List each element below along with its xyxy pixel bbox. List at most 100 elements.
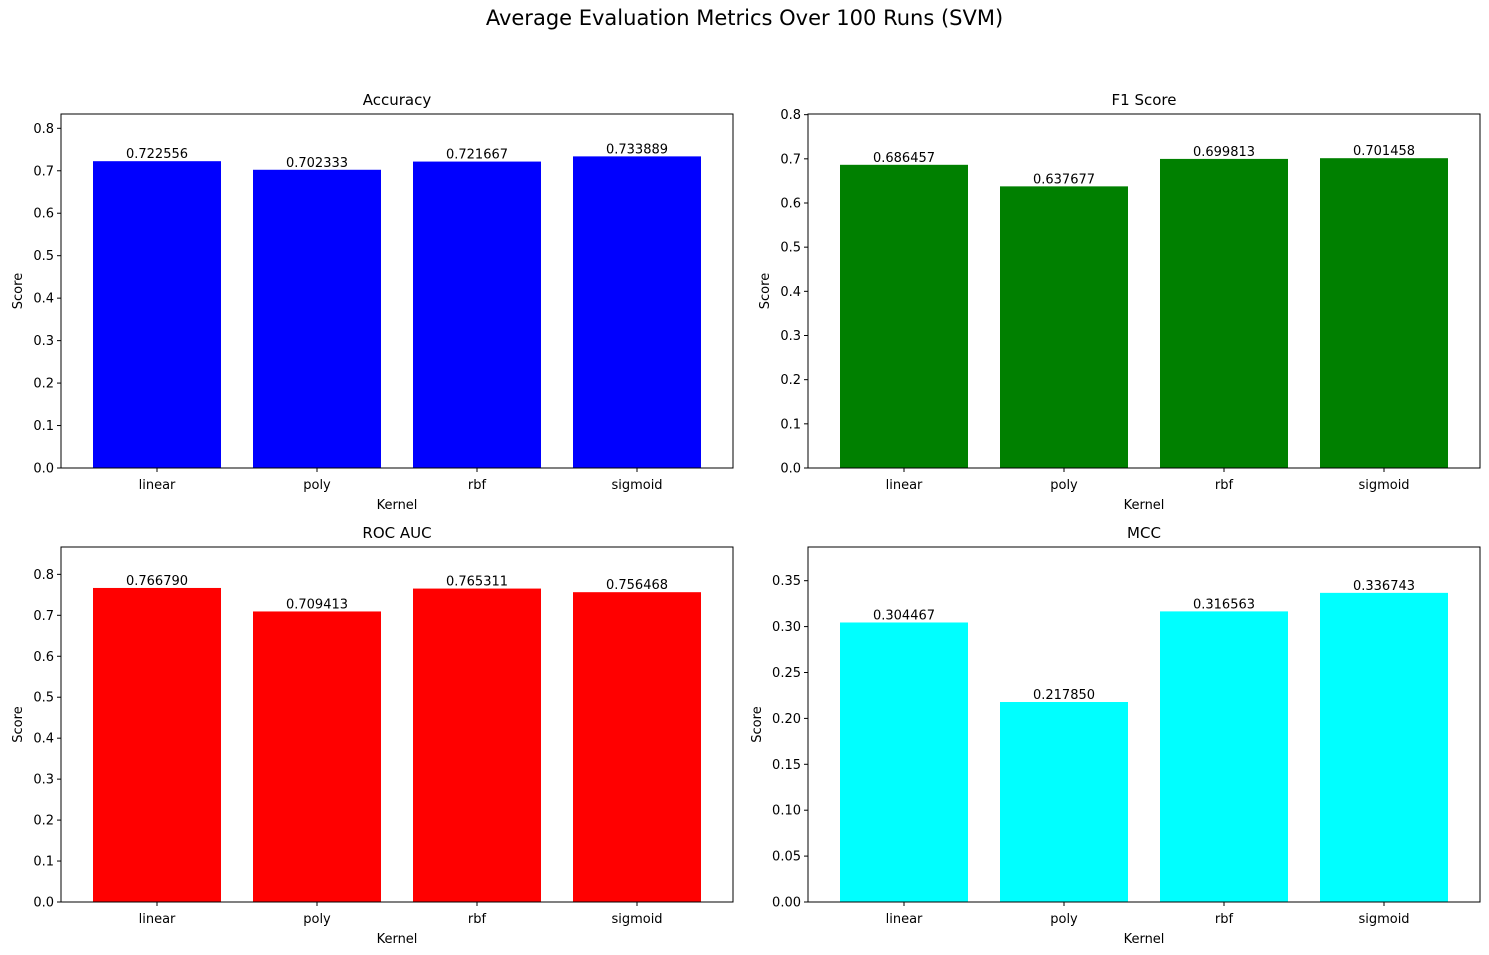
bar-roc-auc-sigmoid <box>573 592 701 902</box>
subplot-roc-auc: 0.766790 0.709413 0.765311 0.756468 0.0 0.1 0.… <box>11 524 734 947</box>
x-tick-label-accuracy-rbf: rbf <box>468 478 487 493</box>
y-tick-label-accuracy: 0.6 <box>33 207 54 222</box>
bar-accuracy-linear <box>93 161 221 468</box>
subplot-mcc: 0.304467 0.217850 0.316563 0.336743 0.00 0.05… <box>750 524 1481 947</box>
bar-mcc-linear <box>840 622 968 902</box>
x-tick-label-roc-auc-rbf: rbf <box>468 912 487 927</box>
y-tick-label-roc-auc: 0.5 <box>33 691 54 706</box>
value-label-roc-auc-linear: 0.766790 <box>126 574 188 589</box>
x-axis-label-mcc: Kernel <box>1124 932 1165 947</box>
y-tick-label-mcc: 0.35 <box>772 574 801 589</box>
value-label-f1-score-rbf: 0.699813 <box>1193 145 1255 160</box>
subplot-title-f1-score: F1 Score <box>1112 91 1177 109</box>
value-label-accuracy-rbf: 0.721667 <box>446 148 508 163</box>
y-tick-label-accuracy: 0.2 <box>33 377 54 392</box>
y-tick-label-accuracy: 0.3 <box>33 334 54 349</box>
y-axis-label-f1-score: Score <box>758 273 773 309</box>
y-axis-label-mcc: Score <box>750 706 765 742</box>
y-tick-label-mcc: 0.00 <box>772 896 801 911</box>
y-tick-label-f1-score: 0.5 <box>780 241 801 256</box>
y-tick-label-accuracy: 0.5 <box>33 249 54 264</box>
y-tick-label-f1-score: 0.0 <box>780 462 801 477</box>
y-tick-label-roc-auc: 0.0 <box>33 896 54 911</box>
y-tick-label-mcc: 0.30 <box>772 620 801 635</box>
bar-accuracy-rbf <box>413 161 541 468</box>
y-tick-label-roc-auc: 0.7 <box>33 609 54 624</box>
x-tick-label-roc-auc-linear: linear <box>139 912 176 927</box>
x-tick-label-mcc-linear: linear <box>886 912 923 927</box>
value-label-accuracy-sigmoid: 0.733889 <box>606 142 668 157</box>
x-tick-label-f1-score-rbf: rbf <box>1215 478 1234 493</box>
y-tick-label-mcc: 0.25 <box>772 666 801 681</box>
y-tick-label-accuracy: 0.0 <box>33 462 54 477</box>
axes-frame-mcc <box>807 546 1481 903</box>
subplot-title-mcc: MCC <box>1127 524 1161 542</box>
value-label-mcc-sigmoid: 0.336743 <box>1353 579 1415 594</box>
y-tick-label-accuracy: 0.8 <box>33 122 54 137</box>
x-tick-label-roc-auc-sigmoid: sigmoid <box>611 912 662 927</box>
y-tick-label-roc-auc: 0.4 <box>33 732 54 747</box>
y-tick-label-roc-auc: 0.8 <box>33 568 54 583</box>
y-tick-label-accuracy: 0.1 <box>33 419 54 434</box>
x-tick-label-mcc-rbf: rbf <box>1215 912 1234 927</box>
x-tick-label-accuracy-sigmoid: sigmoid <box>611 478 662 493</box>
x-tick-label-accuracy-poly: poly <box>303 478 331 493</box>
y-tick-label-roc-auc: 0.1 <box>33 855 54 870</box>
subplot-title-accuracy: Accuracy <box>363 91 432 109</box>
subplot-accuracy: 0.722556 0.702333 0.721667 0.733889 0.0 0.1 0.… <box>11 91 734 513</box>
y-tick-label-accuracy: 0.7 <box>33 164 54 179</box>
y-tick-label-f1-score: 0.4 <box>780 285 801 300</box>
y-tick-label-f1-score: 0.6 <box>780 197 801 212</box>
y-axis-label-accuracy: Score <box>11 273 26 309</box>
subplot-title-roc-auc: ROC AUC <box>362 524 431 542</box>
x-tick-label-f1-score-sigmoid: sigmoid <box>1358 478 1409 493</box>
value-label-mcc-poly: 0.217850 <box>1033 688 1095 703</box>
figure-title: Average Evaluation Metrics Over 100 Runs… <box>485 6 1004 30</box>
x-tick-label-mcc-sigmoid: sigmoid <box>1358 912 1409 927</box>
bar-accuracy-poly <box>253 169 381 468</box>
value-label-accuracy-linear: 0.722556 <box>126 147 188 162</box>
y-tick-label-mcc: 0.20 <box>772 712 801 727</box>
y-tick-label-roc-auc: 0.2 <box>33 814 54 829</box>
bar-mcc-poly <box>1000 702 1128 902</box>
y-tick-label-f1-score: 0.7 <box>780 152 801 167</box>
y-axis-label-roc-auc: Score <box>11 706 26 742</box>
value-label-mcc-linear: 0.304467 <box>873 608 935 623</box>
x-tick-label-accuracy-linear: linear <box>139 478 176 493</box>
x-tick-label-mcc-poly: poly <box>1050 912 1078 927</box>
y-tick-label-f1-score: 0.8 <box>780 108 801 123</box>
bar-roc-auc-linear <box>93 587 221 902</box>
value-label-accuracy-poly: 0.702333 <box>286 156 348 171</box>
value-label-mcc-rbf: 0.316563 <box>1193 597 1255 612</box>
bar-mcc-sigmoid <box>1320 592 1448 902</box>
value-label-roc-auc-rbf: 0.765311 <box>446 575 508 590</box>
subplot-f1-score: 0.686457 0.637677 0.699813 0.701458 0.0 0.1 0.… <box>758 91 1481 513</box>
y-tick-label-f1-score: 0.2 <box>780 373 801 388</box>
bar-roc-auc-poly <box>253 611 381 902</box>
y-tick-label-mcc: 0.10 <box>772 804 801 819</box>
bar-f1-score-linear <box>840 164 968 468</box>
x-tick-label-roc-auc-poly: poly <box>303 912 331 927</box>
bar-mcc-rbf <box>1160 611 1288 902</box>
value-label-roc-auc-poly: 0.709413 <box>286 597 348 612</box>
axes-frame-roc-auc <box>60 546 734 903</box>
value-label-f1-score-linear: 0.686457 <box>873 151 935 166</box>
x-tick-label-f1-score-poly: poly <box>1050 478 1078 493</box>
y-tick-label-accuracy: 0.4 <box>33 292 54 307</box>
x-axis-label-accuracy: Kernel <box>377 498 418 513</box>
y-tick-label-f1-score: 0.3 <box>780 329 801 344</box>
bar-f1-score-rbf <box>1160 158 1288 468</box>
y-tick-label-mcc: 0.05 <box>772 850 801 865</box>
y-tick-label-roc-auc: 0.6 <box>33 650 54 665</box>
value-label-roc-auc-sigmoid: 0.756468 <box>606 578 668 593</box>
y-tick-label-mcc: 0.15 <box>772 758 801 773</box>
bar-roc-auc-rbf <box>413 588 541 902</box>
bar-f1-score-poly <box>1000 186 1128 469</box>
bar-accuracy-sigmoid <box>573 156 701 468</box>
x-tick-label-f1-score-linear: linear <box>886 478 923 493</box>
y-tick-label-roc-auc: 0.3 <box>33 773 54 788</box>
value-label-f1-score-sigmoid: 0.701458 <box>1353 144 1415 159</box>
y-tick-label-f1-score: 0.1 <box>780 417 801 432</box>
